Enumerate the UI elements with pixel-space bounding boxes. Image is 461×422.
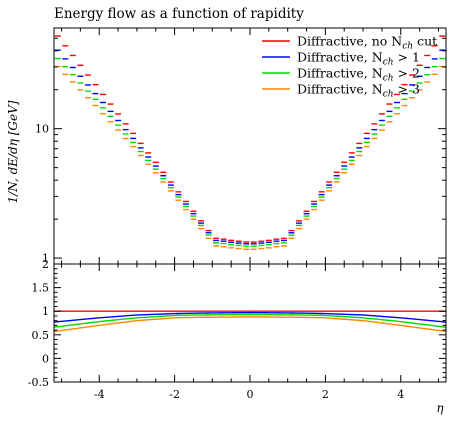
axes: -4 -2 0 2 4 1 10 -0.5 0 0.5 1 1.5 2 — [28, 27, 446, 401]
legend-entry-1: Diffractive, Nch > 1 — [297, 50, 420, 68]
main-y-tick-label: 1 — [42, 252, 49, 265]
x-tick-label: -4 — [94, 388, 105, 401]
x-axis-label: η — [436, 401, 444, 415]
ratio-y-tick-label: 0.5 — [32, 329, 50, 342]
chart-title: Energy flow as a function of rapidity — [54, 6, 304, 22]
legend-entry-2: Diffractive, Nch > 2 — [297, 66, 420, 84]
main-plot-area — [54, 35, 446, 250]
ratio-plot-area — [53, 310, 447, 333]
main-y-tick-label: 10 — [35, 123, 49, 136]
ratio-y-tick-label: 1.5 — [32, 282, 50, 295]
x-tick-label: 0 — [247, 388, 254, 401]
ratio-y-tick-label: 2 — [42, 258, 49, 271]
ratio-line-2 — [53, 313, 447, 328]
y-axis-label: 1/N, dE/dη [GeV] — [6, 100, 20, 203]
x-tick-label: -2 — [169, 388, 180, 401]
x-tick-label: 2 — [322, 388, 329, 401]
ratio-line-3 — [53, 316, 447, 333]
ratio-y-tick-label: -0.5 — [28, 376, 49, 389]
series-2-histogram — [54, 57, 446, 247]
series-1-histogram — [54, 49, 446, 245]
x-tick-label: 4 — [397, 388, 404, 401]
ratio-line-1 — [53, 311, 447, 323]
series-3-histogram — [54, 65, 446, 250]
ratio-y-tick-label: 1 — [42, 305, 49, 318]
legend-entry-0: Diffractive, no Nch cut — [297, 34, 437, 52]
series-0-histogram — [54, 35, 446, 243]
ratio-y-tick-label: 0 — [42, 352, 49, 365]
legend-entry-3: Diffractive, Nch > 3 — [297, 82, 420, 100]
